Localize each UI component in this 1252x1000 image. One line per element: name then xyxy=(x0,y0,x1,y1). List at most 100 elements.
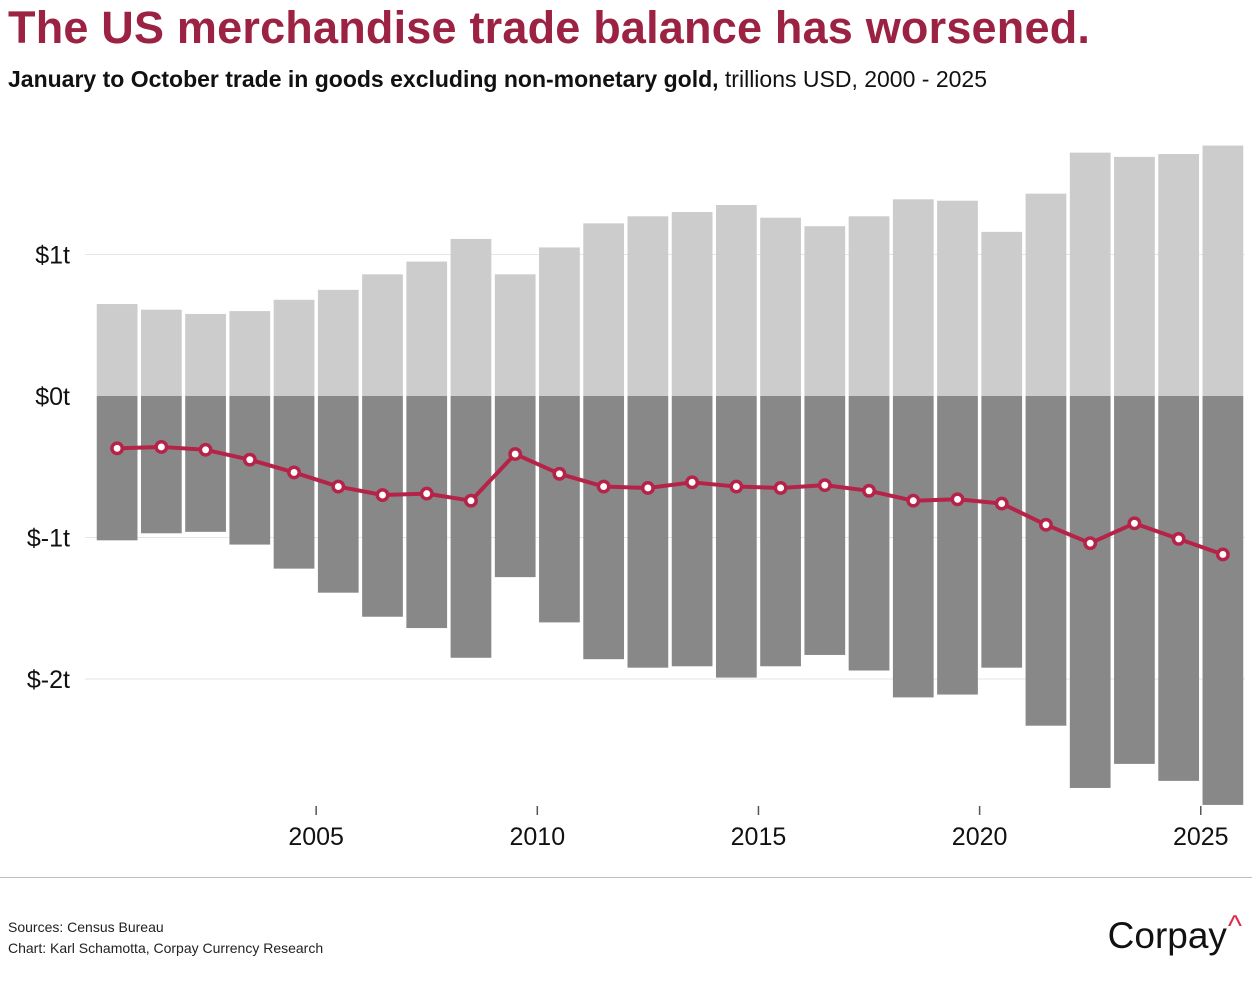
export-bar-2013 xyxy=(671,212,713,396)
import-bar-2019 xyxy=(937,396,978,695)
balance-point-2005 xyxy=(331,479,346,494)
balance-point-2000 xyxy=(110,441,125,456)
y-tick-label-2: $-1t xyxy=(27,525,70,553)
import-bar-2006 xyxy=(362,396,403,617)
import-bar-2001 xyxy=(140,396,182,534)
export-bar-2003 xyxy=(229,311,271,396)
export-bar-2007 xyxy=(406,261,448,396)
balance-point-2022 xyxy=(1083,536,1098,551)
export-bar-2010 xyxy=(539,247,580,396)
import-bar-2007 xyxy=(406,396,448,629)
balance-point-2020 xyxy=(994,496,1009,511)
export-bar-2009 xyxy=(494,274,536,396)
x-tick-label-2010: 2010 xyxy=(509,823,565,851)
balance-point-2023 xyxy=(1127,516,1142,531)
export-bar-2008 xyxy=(450,238,492,396)
export-bar-2012 xyxy=(627,216,669,396)
balance-polyline xyxy=(117,444,1224,557)
chart-title: The US merchandise trade balance has wor… xyxy=(8,2,1091,53)
x-tick-label-2025: 2025 xyxy=(1173,823,1229,851)
export-bar-2020 xyxy=(981,231,1023,396)
bars xyxy=(96,145,1244,805)
import-bar-2016 xyxy=(804,396,846,655)
corpay-logo: Corpay^ xyxy=(1108,910,1242,957)
logo-caret-icon: ^ xyxy=(1227,910,1242,943)
import-bar-2023 xyxy=(1114,396,1155,764)
export-bar-2001 xyxy=(140,309,182,396)
balance-point-2002 xyxy=(198,442,213,457)
balance-point-2011 xyxy=(596,479,611,494)
x-tick-label-2005: 2005 xyxy=(288,823,344,851)
import-bar-2015 xyxy=(760,396,801,667)
balance-line xyxy=(110,439,1230,562)
export-bar-2019 xyxy=(937,200,978,396)
x-tick-label-2015: 2015 xyxy=(731,823,787,851)
footer-divider xyxy=(0,877,1252,878)
export-bar-2004 xyxy=(273,299,315,396)
export-bar-2016 xyxy=(804,226,846,396)
import-bar-2018 xyxy=(892,396,934,698)
balance-point-2001 xyxy=(154,439,169,454)
source-note: Sources: Census Bureau Chart: Karl Scham… xyxy=(8,917,323,959)
x-axis: 2005 2010 2015 2020 2025 xyxy=(288,806,1229,851)
import-bar-2011 xyxy=(583,396,625,660)
import-bar-2025 xyxy=(1202,396,1244,805)
import-bar-2003 xyxy=(229,396,271,545)
import-bar-2002 xyxy=(185,396,226,532)
import-bar-2010 xyxy=(539,396,580,623)
balance-point-2013 xyxy=(685,475,700,490)
balance-point-2009 xyxy=(508,447,523,461)
import-bar-2017 xyxy=(848,396,890,671)
import-bar-2021 xyxy=(1025,396,1067,726)
trade-balance-chart: $1t $0t $-1t $-2t 2005 2010 2015 2020 2025 xyxy=(27,145,1245,851)
import-bar-2000 xyxy=(96,396,138,541)
import-bar-2012 xyxy=(627,396,669,668)
import-bar-2020 xyxy=(981,396,1023,668)
balance-point-2014 xyxy=(729,479,744,494)
import-bar-2013 xyxy=(671,396,713,667)
balance-point-2007 xyxy=(419,486,434,501)
export-bar-2021 xyxy=(1025,193,1067,396)
export-bar-2005 xyxy=(317,289,359,396)
subtitle-bold: January to October trade in goods exclud… xyxy=(8,66,719,92)
sources-text: Sources: Census Bureau xyxy=(8,919,164,935)
import-bar-2024 xyxy=(1158,396,1200,781)
balance-point-2012 xyxy=(640,481,655,495)
import-bar-2005 xyxy=(317,396,359,593)
balance-point-2024 xyxy=(1171,531,1186,546)
balance-point-2006 xyxy=(375,488,390,502)
balance-point-2008 xyxy=(464,493,478,508)
balance-point-2003 xyxy=(242,452,257,467)
balance-point-2016 xyxy=(817,478,832,493)
export-bar-2006 xyxy=(362,274,403,396)
export-bar-2024 xyxy=(1158,154,1200,396)
balance-point-2025 xyxy=(1215,547,1230,562)
export-bar-2022 xyxy=(1069,152,1111,396)
balance-point-2015 xyxy=(773,481,788,495)
balance-point-2019 xyxy=(950,492,965,507)
export-bar-2023 xyxy=(1114,156,1155,396)
credit-text: Chart: Karl Schamotta, Corpay Currency R… xyxy=(8,940,324,956)
subtitle-rest: trillions USD, 2000 - 2025 xyxy=(718,66,987,92)
logo-text: Corpay xyxy=(1107,915,1227,956)
import-bar-2004 xyxy=(273,396,315,569)
import-bar-2014 xyxy=(715,396,757,678)
export-bar-2014 xyxy=(715,204,757,396)
import-bar-2009 xyxy=(494,396,536,578)
balance-point-2021 xyxy=(1039,517,1053,532)
import-bar-2008 xyxy=(450,396,492,658)
import-bar-2022 xyxy=(1069,396,1111,788)
chart-subtitle: January to October trade in goods exclud… xyxy=(8,66,987,93)
export-bar-2018 xyxy=(892,199,934,396)
balance-point-2010 xyxy=(552,466,567,481)
balance-point-2018 xyxy=(906,493,921,508)
export-bar-2025 xyxy=(1202,145,1244,396)
export-bar-2017 xyxy=(848,216,890,396)
balance-point-2017 xyxy=(862,483,876,498)
y-tick-label-3: $-2t xyxy=(27,666,70,694)
export-bar-2015 xyxy=(760,217,801,396)
x-tick-label-2020: 2020 xyxy=(952,823,1008,851)
export-bar-2000 xyxy=(96,304,138,396)
y-tick-label-0: $1t xyxy=(35,242,70,270)
export-bar-2002 xyxy=(185,313,226,396)
